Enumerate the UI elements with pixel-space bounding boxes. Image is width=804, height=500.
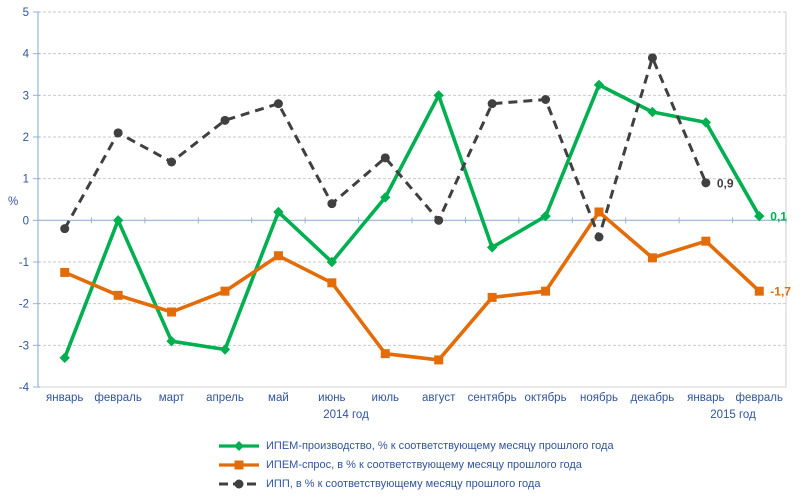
marker-ipp [487,99,497,109]
data-label-ipp: 0,9 [717,176,734,190]
marker-production [754,210,765,222]
y-axis-title: % [8,196,18,208]
marker-ipp [167,157,177,167]
marker-production [219,344,231,355]
x-tick-label: июль [372,392,400,404]
chart-legend: ИПЕМ-производство, % к соответствующему … [218,436,614,493]
marker-production [433,90,444,101]
marker-production [700,117,712,128]
marker-demand [220,286,230,296]
marker-ipp [220,115,230,125]
marker-production [540,210,551,222]
marker-ipp [113,128,123,138]
x-tick-label: январь [687,392,724,404]
legend-item-production: ИПЕМ-производство, % к соответствующему … [218,436,614,455]
year-label-2015: 2015 год [710,409,756,421]
legend-marker-production-icon [219,440,259,451]
x-tick-label: февраль [736,392,783,404]
marker-ipp [647,53,657,63]
marker-demand [487,292,497,302]
x-tick-label: февраль [94,392,141,404]
series-line-production [62,83,762,360]
marker-production [486,242,498,253]
y-axis-ticks [33,11,40,388]
x-tick-label: август [422,392,456,404]
x-tick-label: март [159,392,185,404]
marker-demand [594,207,604,217]
legend-item-ipp: ИПП, в % к соответствующему месяцу прошл… [218,474,614,493]
marker-production [647,106,658,118]
marker-ipp [60,224,70,234]
y-tick-labels: 5 4 3 2 1 0 -1 -2 -3 -4 [19,7,30,394]
x-tick-labels: январь февраль март апрель май июнь июль август… [46,392,783,404]
x-tick-label: декабрь [631,392,675,404]
y-tick-label: 0 [23,215,29,227]
marker-demand [434,355,444,365]
x-tick-label: июнь [318,392,345,404]
legend-marker-demand-icon [219,460,259,469]
marker-demand [273,251,283,261]
series-demand [60,207,764,365]
marker-demand [701,236,711,246]
series-line-demand [62,210,762,362]
y-tick-label: 4 [23,49,30,61]
legend-item-demand: ИПЕМ-спрос, в % к соответствующему месяц… [218,455,614,474]
series-ipp [60,53,711,242]
y-tick-label: 2 [23,132,29,144]
x-tick-label: октябрь [525,392,567,404]
y-tick-label: -1 [19,257,29,269]
y-tick-label: 5 [23,7,29,19]
x-tick-label: май [268,392,289,404]
marker-ipp [541,95,551,104]
marker-production [166,335,177,347]
legend-label-ipp: ИПП, в % к соответствующему месяцу прошл… [266,477,541,490]
series-production [59,79,765,364]
marker-production [326,256,338,268]
marker-demand [647,253,657,263]
marker-ipp [594,232,604,242]
marker-demand [754,286,764,296]
data-label-production: 0,1 [770,210,787,224]
y-tick-label: -2 [19,299,29,311]
legend-label-demand: ИПЕМ-спрос, в % к соответствующему месяц… [266,458,582,471]
y-tick-label: -3 [19,340,29,352]
marker-ipp [380,153,390,163]
x-axis-ticks [37,217,787,224]
data-label-demand: -1,7 [770,285,791,299]
y-tick-label: 3 [23,90,29,102]
marker-production [273,206,284,218]
marker-demand [541,286,551,296]
x-tick-label: сентябрь [468,392,517,404]
x-tick-label: январь [46,392,83,404]
series-line-ipp [63,56,708,239]
marker-demand [380,349,390,359]
legend-label-production: ИПЕМ-производство, % к соответствующему … [266,439,614,452]
legend-marker-ipp-icon [219,479,259,488]
x-tick-label: ноябрь [580,392,618,404]
marker-demand [113,290,123,300]
marker-ipp [701,178,711,188]
marker-production [59,352,70,364]
marker-production [112,215,124,226]
marker-production [380,192,391,203]
marker-demand [327,278,337,288]
marker-demand [60,267,70,277]
year-label-2014: 2014 год [323,409,369,421]
y-tick-label: -4 [19,382,30,394]
marker-ipp [434,215,444,225]
marker-demand [167,307,177,317]
y-tick-label: 1 [23,174,29,186]
marker-ipp [273,99,283,109]
x-tick-label: апрель [206,392,244,404]
marker-ipp [327,199,337,209]
marker-production [593,79,605,91]
